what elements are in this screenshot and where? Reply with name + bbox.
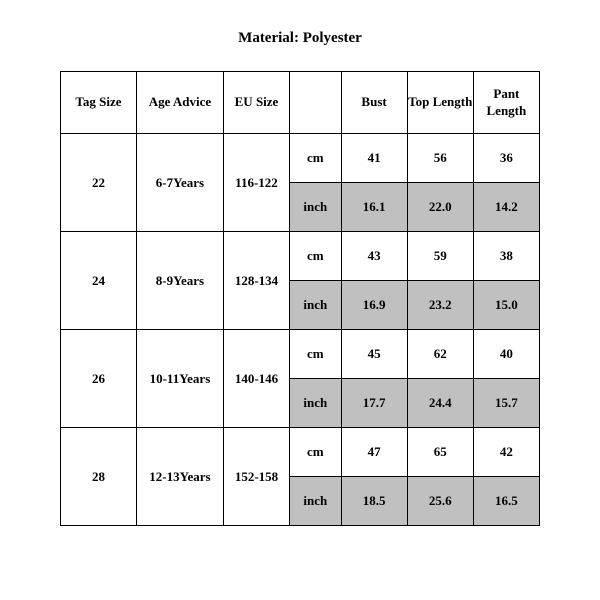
cell-eu-size: 140-146 [223, 330, 289, 428]
cell-unit-cm: cm [290, 428, 341, 477]
cell-top: 56 [407, 134, 473, 183]
cell-unit-cm: cm [290, 330, 341, 379]
cell-top: 24.4 [407, 379, 473, 428]
cell-unit-cm: cm [290, 134, 341, 183]
cell-tag-size: 26 [61, 330, 137, 428]
cell-pant: 40 [473, 330, 539, 379]
cell-top: 62 [407, 330, 473, 379]
col-pant-length: Pant Length [473, 72, 539, 134]
size-chart-container: Material: Polyester Tag Size Age Advice … [0, 0, 600, 526]
table-row: 24 8-9Years 128-134 cm 43 59 38 [61, 232, 540, 281]
cell-eu-size: 152-158 [223, 428, 289, 526]
cell-bust: 16.9 [341, 281, 407, 330]
cell-bust: 17.7 [341, 379, 407, 428]
table-row: 28 12-13Years 152-158 cm 47 65 42 [61, 428, 540, 477]
cell-unit-inch: inch [290, 183, 341, 232]
cell-tag-size: 22 [61, 134, 137, 232]
cell-tag-size: 28 [61, 428, 137, 526]
cell-pant: 14.2 [473, 183, 539, 232]
cell-age-advice: 10-11Years [136, 330, 223, 428]
cell-tag-size: 24 [61, 232, 137, 330]
col-tag-size: Tag Size [61, 72, 137, 134]
cell-eu-size: 116-122 [223, 134, 289, 232]
cell-bust: 47 [341, 428, 407, 477]
col-unit [290, 72, 341, 134]
cell-pant: 16.5 [473, 477, 539, 526]
cell-pant: 38 [473, 232, 539, 281]
table-header-row: Tag Size Age Advice EU Size Bust Top Len… [61, 72, 540, 134]
cell-pant: 15.7 [473, 379, 539, 428]
col-top-length: Top Length [407, 72, 473, 134]
cell-unit-inch: inch [290, 379, 341, 428]
size-table: Tag Size Age Advice EU Size Bust Top Len… [60, 71, 540, 526]
cell-unit-inch: inch [290, 281, 341, 330]
cell-pant: 42 [473, 428, 539, 477]
cell-age-advice: 8-9Years [136, 232, 223, 330]
cell-top: 25.6 [407, 477, 473, 526]
col-eu-size: EU Size [223, 72, 289, 134]
cell-pant: 36 [473, 134, 539, 183]
col-age-advice: Age Advice [136, 72, 223, 134]
cell-unit-cm: cm [290, 232, 341, 281]
cell-top: 59 [407, 232, 473, 281]
table-body: 22 6-7Years 116-122 cm 41 56 36 inch 16.… [61, 134, 540, 526]
cell-unit-inch: inch [290, 477, 341, 526]
col-bust: Bust [341, 72, 407, 134]
cell-age-advice: 6-7Years [136, 134, 223, 232]
cell-age-advice: 12-13Years [136, 428, 223, 526]
page-title: Material: Polyester [60, 30, 540, 47]
cell-eu-size: 128-134 [223, 232, 289, 330]
cell-bust: 43 [341, 232, 407, 281]
cell-top: 22.0 [407, 183, 473, 232]
cell-bust: 45 [341, 330, 407, 379]
cell-bust: 18.5 [341, 477, 407, 526]
table-row: 22 6-7Years 116-122 cm 41 56 36 [61, 134, 540, 183]
cell-top: 23.2 [407, 281, 473, 330]
cell-pant: 15.0 [473, 281, 539, 330]
table-row: 26 10-11Years 140-146 cm 45 62 40 [61, 330, 540, 379]
cell-bust: 16.1 [341, 183, 407, 232]
cell-top: 65 [407, 428, 473, 477]
cell-bust: 41 [341, 134, 407, 183]
